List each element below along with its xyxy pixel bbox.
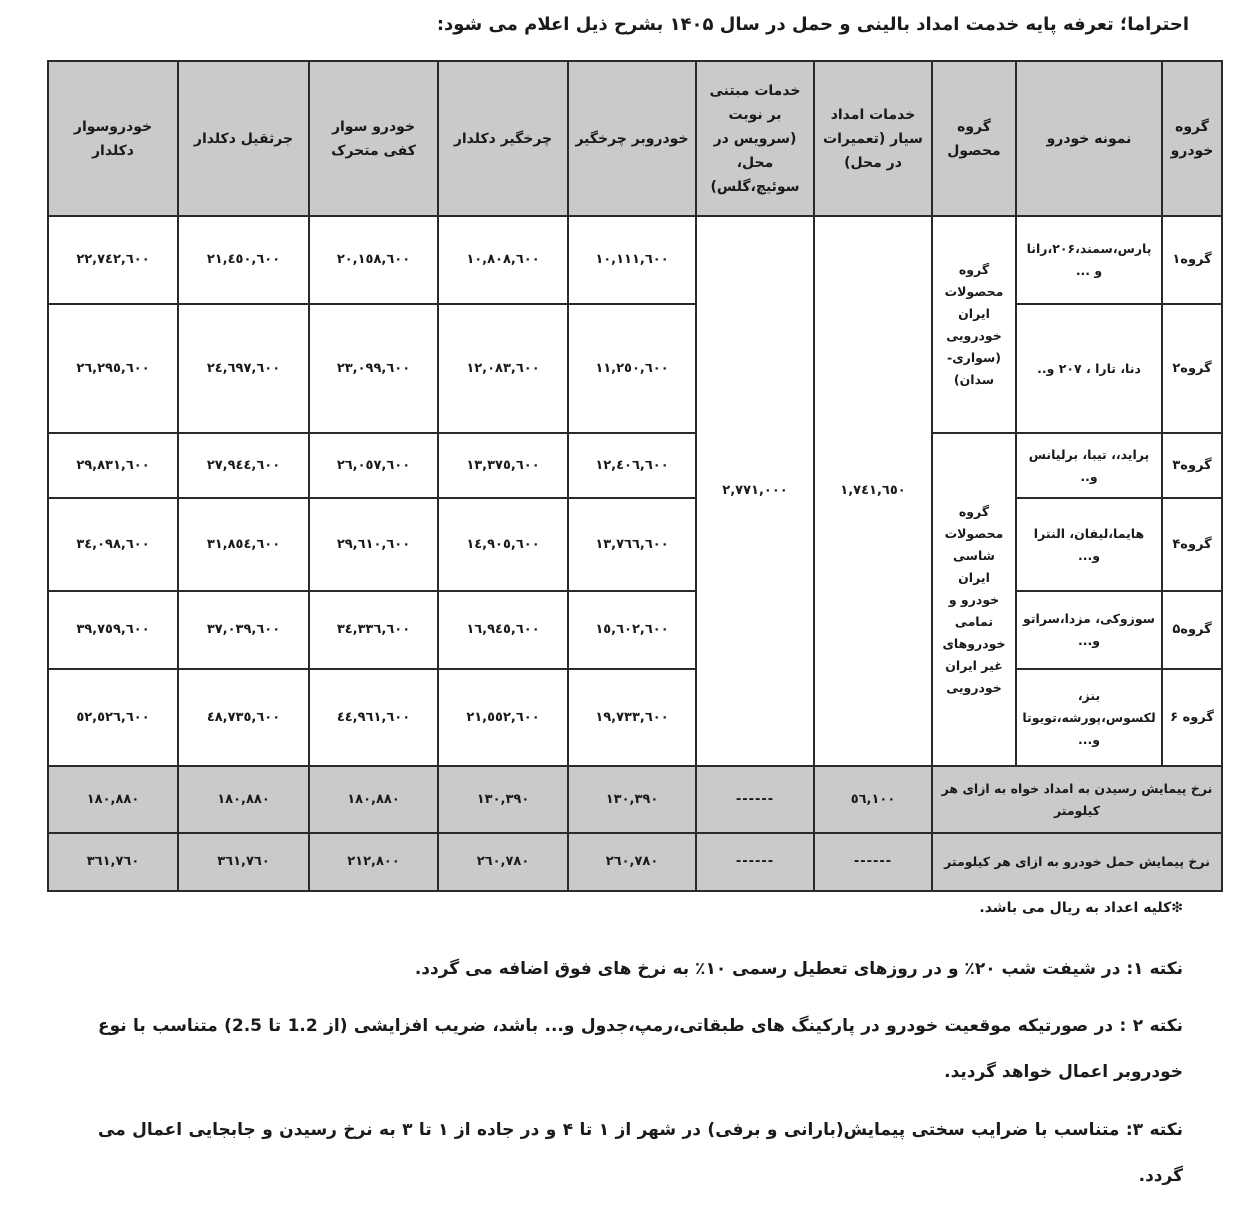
header-cell: خدمات امداد سیار (تعمیرات در محل)	[813, 60, 933, 217]
table-cell: هایما،لیفان، النترا و...	[1015, 497, 1163, 592]
table-cell: بنز، لکسوس،پورشه،تویوتا و...	[1015, 668, 1163, 767]
table-cell: ٢٦,٠٥٧,٦٠٠	[308, 432, 439, 499]
header-cell: جرثقیل دکلدار	[177, 60, 310, 217]
table-cell: ٣٦١,٧٦٠	[177, 832, 310, 892]
table-cell: ٢٠,١٥٨,٦٠٠	[308, 215, 439, 305]
table-cell: ١٦,٩٤٥,٦٠٠	[437, 590, 569, 670]
table-cell: دنا، تارا ، ۲۰۷ و..	[1015, 303, 1163, 434]
table-cell: ٢٧,٩٤٤,٦٠٠	[177, 432, 310, 499]
table-cell: گروه ۶	[1161, 668, 1223, 767]
header-cell: خدمات مبتنی بر نوبت (سرویس در محل، سوئیچ…	[695, 60, 815, 217]
document-title: احتراما؛ تعرفه پایه خدمت امداد بالینی و …	[436, 14, 1189, 35]
table-cell: ٢٣,٠٩٩,٦٠٠	[308, 303, 439, 434]
table-cell: ٣٤,٠٩٨,٦٠٠	[47, 497, 179, 592]
table-cell: ٥٦,١٠٠	[813, 765, 933, 834]
table-cell: ١٩,٧٣٣,٦٠٠	[567, 668, 697, 767]
header-cell: چرخگیر دکلدار	[437, 60, 569, 217]
table-cell: ٢٢,٧٤٢,٦٠٠	[47, 215, 179, 305]
table-cell: گروه محصولات شاسی ایران خودرو و تمامی خو…	[931, 432, 1017, 767]
table-cell: گروه۴	[1161, 497, 1223, 592]
table-row: گروه۳ پراید،، تیبا، برلیانس و.. گروه محصول…	[47, 432, 1223, 767]
table-cell: نرخ پیمایش حمل خودرو به ازای هر کیلومتر	[931, 832, 1223, 892]
table-cell: ٢٩,٦١٠,٦٠٠	[308, 497, 439, 592]
header-row: گروه خودرو نمونه خودرو گروه محصول خدمات …	[47, 60, 1223, 217]
table-cell: ١٥,٦٠٢,٦٠٠	[567, 590, 697, 670]
table-cell: ١٤,٩٠٥,٦٠٠	[437, 497, 569, 592]
table-cell: ------	[695, 765, 815, 834]
table-cell: ١٢,٤٠٦,٦٠٠	[567, 432, 697, 499]
header-cell: خودرو سوار کفی متحرک	[308, 60, 439, 217]
table-cell: گروه۳	[1161, 432, 1223, 499]
header-cell: خودروسوار دکلدار	[47, 60, 179, 217]
header-cell: گروه محصول	[931, 60, 1017, 217]
table-cell: سوزوکی، مزدا،سراتو و...	[1015, 590, 1163, 670]
header-cell: نمونه خودرو	[1015, 60, 1163, 217]
note-2: نکته ۲ : در صورتیکه موقعیت خودرو در پارک…	[98, 1016, 1184, 1082]
table-cell: ------	[695, 832, 815, 892]
table-cell: پارس،سمند،۲۰۶،رانا و ...	[1015, 215, 1163, 305]
table-cell: ١٣,٧٦٦,٦٠٠	[567, 497, 697, 592]
rate-row: نرخ پیمایش رسیدن به امداد خواه به ازای ه…	[47, 765, 1223, 834]
table-cell: ١٢,٠٨٣,٦٠٠	[437, 303, 569, 434]
header-cell: خودروبر چرخگیر	[567, 60, 697, 217]
table-cell: ٢١,٤٥٠,٦٠٠	[177, 215, 310, 305]
table-cell: گروه۱	[1161, 215, 1223, 305]
table-cell: ٤٤,٩٦١,٦٠٠	[308, 668, 439, 767]
table-cell: ١٨٠,٨٨٠	[308, 765, 439, 834]
note-3: نکته ۳: متناسب با ضرایب سختی پیمایش(بارا…	[98, 1120, 1183, 1186]
table-row: گروه۱ پارس،سمند،۲۰۶،رانا و ... گروه محصولا…	[47, 215, 1223, 767]
table-cell: گروه محصولات ایران خودرویی (سواری- سدان)	[931, 215, 1017, 434]
table-cell: ١١,٢٥٠,٦٠٠	[567, 303, 697, 434]
table-cell: پراید،، تیبا، برلیانس و..	[1015, 432, 1163, 499]
table-cell: ١٨٠,٨٨٠	[177, 765, 310, 834]
table-cell: ١,٧٤١,٦٥٠	[813, 215, 933, 767]
table-cell: ٢٦٠,٧٨٠	[437, 832, 569, 892]
table-cell: ١٣٠,٣٩٠	[437, 765, 569, 834]
table-cell: ٢,٧٧١,٠٠٠	[695, 215, 815, 767]
table-cell: ٢٤,٦٩٧,٦٠٠	[177, 303, 310, 434]
tariff-table: گروه خودرو نمونه خودرو گروه محصول خدمات …	[47, 60, 1223, 892]
table-cell: ٢٦,٢٩٥,٦٠٠	[47, 303, 179, 434]
table-cell: ٣٦١,٧٦٠	[47, 832, 179, 892]
note-1: نکته ۱: در شیفت شب ۲۰٪ و در روزهای تعطیل…	[414, 959, 1183, 979]
table-row: گروه ۶ بنز، لکسوس،پورشه،تویوتا و... ١٩,٧٣٣…	[47, 668, 1223, 767]
header-cell: گروه خودرو	[1161, 60, 1223, 217]
table-cell: گروه۲	[1161, 303, 1223, 434]
table-cell: ٢٦٠,٧٨٠	[567, 832, 697, 892]
table-cell: ٢١٢,٨٠٠	[308, 832, 439, 892]
table-cell: ٢١,٥٥٢,٦٠٠	[437, 668, 569, 767]
table-cell: نرخ پیمایش رسیدن به امداد خواه به ازای ه…	[931, 765, 1223, 834]
table-cell: گروه۵	[1161, 590, 1223, 670]
table-cell: ٣٤,٣٣٦,٦٠٠	[308, 590, 439, 670]
footnote: ❇کلیه اعداد به ریال می باشد.	[979, 900, 1183, 916]
table-cell: ١٨٠,٨٨٠	[47, 765, 179, 834]
table-cell: ٣٧,٠٣٩,٦٠٠	[177, 590, 310, 670]
table-cell: ١٣,٣٧٥,٦٠٠	[437, 432, 569, 499]
table-cell: ٣١,٨٥٤,٦٠٠	[177, 497, 310, 592]
table-cell: ١٣٠,٣٩٠	[567, 765, 697, 834]
table-cell: ٣٩,٧٥٩,٦٠٠	[47, 590, 179, 670]
table-row: گروه۵ سوزوکی، مزدا،سراتو و... ١٥,٦٠٢,٦٠٠ ١٦…	[47, 590, 1223, 670]
table-cell: ------	[813, 832, 933, 892]
table-cell: ٤٨,٧٣٥,٦٠٠	[177, 668, 310, 767]
table-cell: ٢٩,٨٣١,٦٠٠	[47, 432, 179, 499]
table-row: گروه۴ هایما،لیفان، النترا و... ١٣,٧٦٦,٦٠٠ ١…	[47, 497, 1223, 592]
table-row: گروه۲ دنا، تارا ، ۲۰۷ و.. ١١,٢٥٠,٦٠٠ ١٢,٠٨٣…	[47, 303, 1223, 434]
table-cell: ١٠,٨٠٨,٦٠٠	[437, 215, 569, 305]
rate-row: نرخ پیمایش حمل خودرو به ازای هر کیلومتر -…	[47, 832, 1223, 892]
table-cell: ٥٢,٥٢٦,٦٠٠	[47, 668, 179, 767]
table-cell: ١٠,١١١,٦٠٠	[567, 215, 697, 305]
